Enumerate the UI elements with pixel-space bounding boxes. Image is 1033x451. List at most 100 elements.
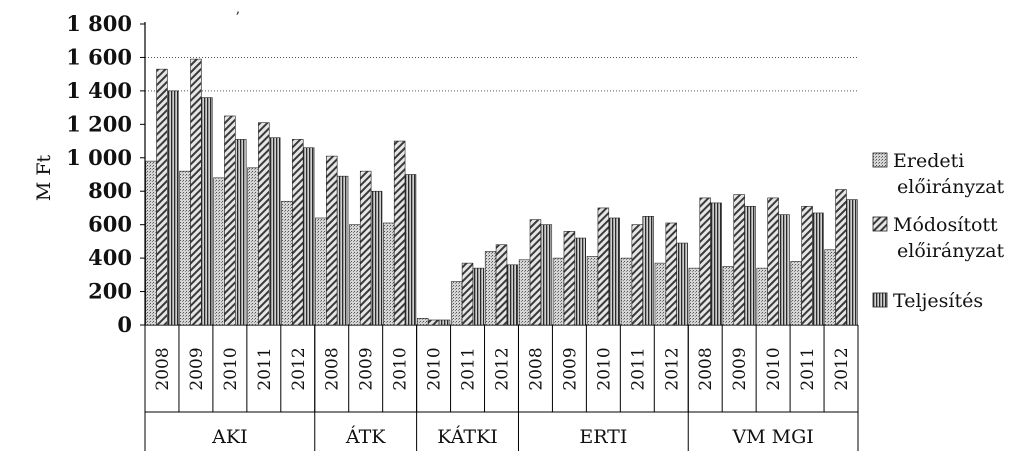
y-tick-label: 800 <box>88 178 132 203</box>
x-tick-label: 2009 <box>560 347 580 390</box>
x-tick-label: 2010 <box>221 347 241 390</box>
group-label: AKI <box>211 426 247 448</box>
bar-VM MGI-2008-vertical <box>710 202 722 326</box>
x-tick-label: 2010 <box>425 347 445 390</box>
y-tick-label: 1 000 <box>66 145 132 170</box>
bar-KÁTKI-2012-dots <box>484 251 497 326</box>
bar-ERTI-2012-diagonal <box>665 222 677 326</box>
bar-AKI-2010-vertical <box>235 139 247 326</box>
x-tick-labels: 2008 2009 2010 2011 2012 2008 2009 2010 2010 2011… <box>144 325 858 413</box>
bar-ÁTK-2010-diagonal <box>393 140 406 326</box>
bar-ÁTK-2008-dots <box>315 217 327 326</box>
x-tick-label: 2010 <box>594 347 614 390</box>
bar-VM MGI-2009-diagonal <box>733 194 745 326</box>
bar-AKI-2009-diagonal <box>190 58 202 326</box>
bar-AKI-2012-diagonal <box>292 139 304 326</box>
bar-VM MGI-2010-dots <box>756 267 768 326</box>
bar-KÁTKI-2010-dots <box>416 318 429 326</box>
legend-swatch-diagonal <box>872 216 888 232</box>
bar-VM MGI-2009-dots <box>722 266 735 326</box>
bar-ERTI-2008-dots <box>518 259 531 326</box>
bar-VM MGI-2012-diagonal <box>835 189 847 326</box>
bar-ÁTK-2008-diagonal <box>326 155 338 326</box>
legend-label: Módosított <box>893 214 998 236</box>
legend-label: Eredeti <box>893 150 964 172</box>
bar-ÁTK-2010-vertical <box>404 174 417 326</box>
y-tick-label: 1 400 <box>66 78 132 103</box>
bar-KÁTKI-2011-dots <box>450 281 463 326</box>
x-tick-label: 2010 <box>764 347 784 390</box>
legend-label: előirányzat <box>897 176 1005 198</box>
legend: Eredeti előirányzat Módosított előirányzat T… <box>872 150 1005 312</box>
bar-ERTI-2011-diagonal <box>631 224 644 326</box>
bar-VM MGI-2012-dots <box>824 249 836 326</box>
bar-ERTI-2010-diagonal <box>597 207 610 326</box>
group-labels: AKI ÁTK KÁTKI ERTI VM MGI <box>144 325 859 451</box>
x-tick-label: 2012 <box>493 347 513 390</box>
bar-ERTI-2009-dots <box>552 257 565 326</box>
bar-ERTI-2010-vertical <box>608 217 620 326</box>
x-tick-label: 2009 <box>187 347 207 390</box>
bar-AKI-2010-diagonal <box>224 115 236 326</box>
bar-KÁTKI-2011-diagonal <box>461 262 474 326</box>
bar-ERTI-2010-dots <box>586 256 599 326</box>
bar-AKI-2009-vertical <box>201 97 213 326</box>
legend-swatch-dots <box>872 152 888 168</box>
bar-AKI-2011-vertical <box>268 137 281 326</box>
bar-KÁTKI-2011-vertical <box>472 267 485 326</box>
y-tick-label: 400 <box>88 245 132 270</box>
x-tick-label: 2012 <box>832 347 852 390</box>
bar-ERTI-2012-dots <box>654 262 667 326</box>
bar-ÁTK-2009-vertical <box>370 190 383 326</box>
bar-ÁTK-2009-dots <box>349 224 361 326</box>
group-label: ÁTK <box>345 425 386 448</box>
group-label: VM MGI <box>731 426 813 448</box>
bar-AKI-2008-vertical <box>167 90 179 326</box>
bar-VM MGI-2010-vertical <box>778 214 790 326</box>
bar-KÁTKI-2012-diagonal <box>495 244 508 326</box>
bar-AKI-2008-dots <box>145 160 157 326</box>
bar-ERTI-2012-vertical <box>676 242 688 326</box>
bar-VM MGI-2012-vertical <box>846 199 858 326</box>
bar-KÁTKI-2010-vertical <box>438 319 451 326</box>
bar-ERTI-2009-diagonal <box>563 231 576 326</box>
bar-AKI-2012-dots <box>281 200 293 326</box>
y-tick-label: 1 800 <box>66 11 132 36</box>
bar-ERTI-2008-vertical <box>540 224 553 326</box>
bar-VM MGI-2011-vertical <box>812 212 824 326</box>
bar-VM MGI-2010-diagonal <box>767 197 779 326</box>
bar-AKI-2012-vertical <box>302 147 315 326</box>
y-axis-label: M Ft <box>33 154 55 201</box>
x-tick-label: 2009 <box>357 347 377 390</box>
bar-ERTI-2009-vertical <box>574 237 587 326</box>
bar-VM MGI-2011-diagonal <box>801 205 813 326</box>
x-tick-label: 2011 <box>628 347 648 390</box>
bar-ERTI-2011-vertical <box>642 216 654 326</box>
stray-mark: ʼ <box>235 10 239 26</box>
x-tick-label: 2010 <box>391 347 411 390</box>
x-tick-label: 2012 <box>289 347 309 390</box>
bar-VM MGI-2008-diagonal <box>699 197 711 326</box>
bar-ÁTK-2008-vertical <box>336 175 349 326</box>
y-tick-label: 600 <box>88 212 132 237</box>
x-tick-label: 2011 <box>255 347 275 390</box>
x-tick-label: 2008 <box>526 347 546 390</box>
bar-AKI-2010-dots <box>213 177 225 326</box>
bar-VM MGI-2009-vertical <box>744 205 756 326</box>
bar-AKI-2011-dots <box>247 167 259 326</box>
x-tick-label: 2009 <box>730 347 750 390</box>
bar-ERTI-2008-diagonal <box>529 219 542 326</box>
bar-ÁTK-2009-diagonal <box>359 170 372 326</box>
bar-VM MGI-2008-dots <box>688 267 701 326</box>
bar-KÁTKI-2010-diagonal <box>427 319 440 326</box>
y-tick-label: 1 600 <box>66 44 132 69</box>
y-tick-label: 0 <box>117 312 132 337</box>
bar-KÁTKI-2012-vertical <box>506 264 519 326</box>
bar-AKI-2011-diagonal <box>258 122 270 326</box>
group-label: ERTI <box>579 426 627 448</box>
y-tick-labels: 0 200 400 600 800 1 000 1 200 1 400 1 600 1 800 <box>66 11 145 337</box>
x-tick-label: 2011 <box>798 347 818 390</box>
group-label: KÁTKI <box>437 425 497 448</box>
x-tick-label: 2008 <box>153 347 173 390</box>
legend-swatch-vertical <box>872 292 888 308</box>
